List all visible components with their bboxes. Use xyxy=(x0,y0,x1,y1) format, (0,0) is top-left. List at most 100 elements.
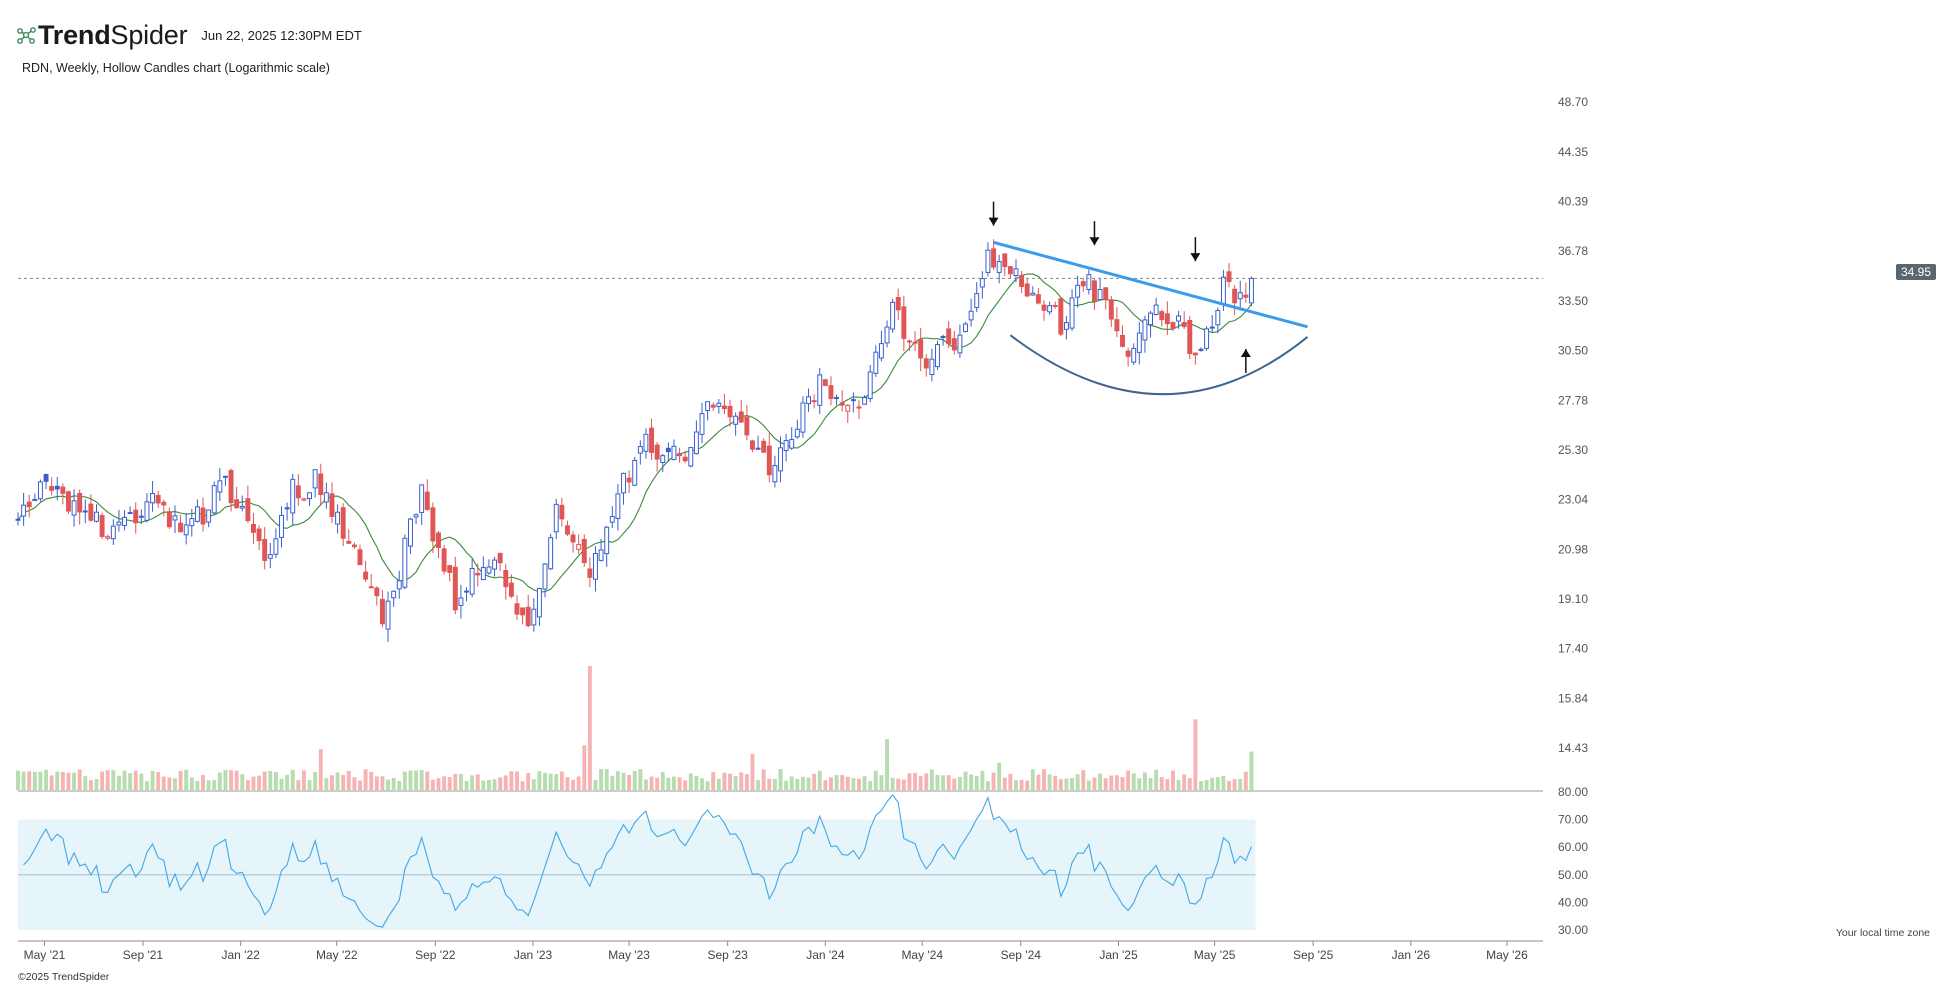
candle-body[interactable] xyxy=(738,411,744,423)
candle-body[interactable] xyxy=(778,447,783,472)
candle-body[interactable] xyxy=(144,501,150,521)
candle-body[interactable] xyxy=(654,444,660,460)
candle-body[interactable] xyxy=(536,587,542,618)
candle-body[interactable] xyxy=(1187,319,1193,354)
candle-body[interactable] xyxy=(441,548,447,572)
candle-body[interactable] xyxy=(817,374,823,406)
candle-body[interactable] xyxy=(850,399,856,402)
candle-body[interactable] xyxy=(1136,332,1142,353)
candle-body[interactable] xyxy=(660,455,666,463)
candle-body[interactable] xyxy=(94,511,99,522)
candle-body[interactable] xyxy=(789,438,795,449)
candle-body[interactable] xyxy=(464,590,469,593)
candle-body[interactable] xyxy=(727,405,733,418)
candle-body[interactable] xyxy=(564,525,570,535)
candle-body[interactable] xyxy=(340,507,346,539)
candle-body[interactable] xyxy=(49,486,55,491)
candle-body[interactable] xyxy=(1047,305,1053,313)
candle-body[interactable] xyxy=(705,401,711,412)
candle-body[interactable] xyxy=(1153,304,1159,315)
candle-body[interactable] xyxy=(783,440,789,451)
candle-body[interactable] xyxy=(251,524,256,533)
candle-body[interactable] xyxy=(43,473,49,482)
candle-body[interactable] xyxy=(828,385,834,400)
candle-body[interactable] xyxy=(1019,274,1025,287)
candle-body[interactable] xyxy=(940,335,946,338)
candle-body[interactable] xyxy=(1232,288,1238,304)
candle-body[interactable] xyxy=(755,447,761,450)
candle-body[interactable] xyxy=(716,402,722,407)
candle-body[interactable] xyxy=(834,397,840,400)
candle-body[interactable] xyxy=(548,537,554,570)
candle-body[interactable] xyxy=(985,249,991,273)
candle-body[interactable] xyxy=(447,565,453,573)
candle-body[interactable] xyxy=(301,498,307,501)
candle-body[interactable] xyxy=(968,310,974,321)
candle-body[interactable] xyxy=(189,518,195,527)
candle-body[interactable] xyxy=(906,340,912,343)
candle-body[interactable] xyxy=(222,475,228,478)
candle-body[interactable] xyxy=(379,598,385,625)
candle-body[interactable] xyxy=(929,358,935,375)
candle-body[interactable] xyxy=(1209,326,1215,329)
candle-body[interactable] xyxy=(323,492,329,503)
candle-body[interactable] xyxy=(1215,310,1221,326)
candle-body[interactable] xyxy=(178,522,184,533)
candle-body[interactable] xyxy=(677,453,683,457)
candle-body[interactable] xyxy=(520,607,526,616)
candle-body[interactable] xyxy=(581,538,587,564)
candle-body[interactable] xyxy=(1237,292,1243,300)
candle-body[interactable] xyxy=(413,514,419,518)
candle-body[interactable] xyxy=(1108,299,1114,320)
candle-body[interactable] xyxy=(295,485,301,499)
candle-body[interactable] xyxy=(273,538,279,555)
candle-body[interactable] xyxy=(1097,289,1103,301)
candle-body[interactable] xyxy=(856,406,862,409)
candle-body[interactable] xyxy=(1080,281,1086,287)
candle-body[interactable] xyxy=(531,608,537,626)
candle-body[interactable] xyxy=(436,532,441,548)
candle-body[interactable] xyxy=(329,493,335,517)
candle-body[interactable] xyxy=(935,344,940,368)
candle-body[interactable] xyxy=(626,477,632,483)
candle-body[interactable] xyxy=(1114,319,1120,332)
candle-body[interactable] xyxy=(262,538,268,561)
candle-body[interactable] xyxy=(873,351,879,374)
candle-body[interactable] xyxy=(486,566,492,574)
candle-body[interactable] xyxy=(391,590,397,599)
candle-body[interactable] xyxy=(200,507,206,525)
candle-body[interactable] xyxy=(228,470,234,504)
candle-body[interactable] xyxy=(150,493,156,504)
candle-body[interactable] xyxy=(82,510,88,513)
candle-body[interactable] xyxy=(1075,284,1081,298)
candle-body[interactable] xyxy=(671,445,677,461)
candle-body[interactable] xyxy=(503,570,509,588)
candle-body[interactable] xyxy=(245,498,251,522)
candle-body[interactable] xyxy=(957,334,963,354)
candle-body[interactable] xyxy=(806,396,811,405)
candle-body[interactable] xyxy=(402,537,408,588)
candle-body[interactable] xyxy=(570,534,576,543)
candle-body[interactable] xyxy=(682,456,688,462)
candle-body[interactable] xyxy=(1226,271,1232,283)
candle-body[interactable] xyxy=(1041,304,1047,311)
candle-body[interactable] xyxy=(1220,276,1226,306)
candle-body[interactable] xyxy=(1030,292,1036,296)
candle-body[interactable] xyxy=(194,506,200,522)
candle-body[interactable] xyxy=(492,559,498,570)
candle-body[interactable] xyxy=(138,515,144,518)
candle-body[interactable] xyxy=(839,402,845,406)
candle-body[interactable] xyxy=(351,544,357,548)
candle-body[interactable] xyxy=(1243,294,1249,298)
candle-body[interactable] xyxy=(346,540,352,544)
candle-body[interactable] xyxy=(284,507,290,510)
candle-body[interactable] xyxy=(408,518,413,547)
candle-body[interactable] xyxy=(374,587,380,597)
candle-body[interactable] xyxy=(430,507,436,542)
candle-body[interactable] xyxy=(918,339,924,359)
candle-body[interactable] xyxy=(766,445,772,476)
cup-curve[interactable] xyxy=(1009,334,1309,396)
candle-body[interactable] xyxy=(587,568,593,578)
candle-body[interactable] xyxy=(133,509,139,524)
